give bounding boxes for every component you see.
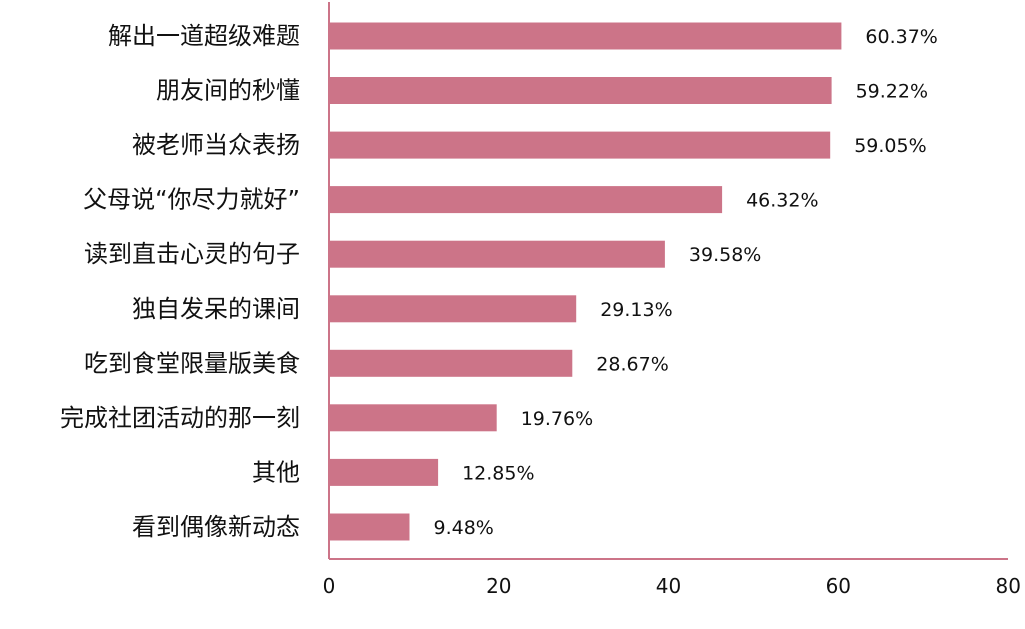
value-label: 9.48% — [434, 517, 494, 539]
bar — [329, 458, 439, 486]
value-label: 12.85% — [462, 462, 534, 484]
axes-group — [328, 2, 1008, 560]
bar — [329, 349, 573, 377]
bar — [329, 240, 665, 268]
value-label: 29.13% — [600, 299, 672, 321]
x-tick-labels-group: 0 20 40 60 80 — [323, 574, 1021, 598]
x-tick-label: 60 — [826, 574, 851, 598]
value-label: 19.76% — [521, 408, 593, 430]
x-tick-label: 0 — [323, 574, 336, 598]
category-label: 完成社团活动的那一刻 — [60, 404, 300, 432]
bar — [329, 295, 577, 323]
category-label: 其他 — [252, 458, 300, 486]
value-label: 59.22% — [856, 81, 928, 103]
bar — [329, 22, 842, 50]
value-label: 28.67% — [596, 353, 668, 375]
category-label: 看到偶像新动态 — [132, 513, 300, 541]
category-label: 被老师当众表扬 — [132, 131, 300, 159]
bar — [329, 131, 831, 159]
bar — [329, 186, 723, 214]
value-label: 59.05% — [854, 135, 926, 157]
bar — [329, 513, 410, 541]
value-label: 46.32% — [746, 190, 818, 212]
x-tick-label: 80 — [996, 574, 1021, 598]
category-label: 读到直击心灵的句子 — [84, 240, 300, 268]
value-label: 39.58% — [689, 244, 761, 266]
value-labels-group: 60.37% 59.22% 59.05% 46.32% 39.58% 29.13% 28.6… — [434, 26, 938, 539]
category-label: 父母说“你尽力就好” — [83, 186, 300, 214]
value-label: 60.37% — [865, 26, 937, 48]
category-label: 吃到食堂限量版美食 — [84, 349, 300, 377]
x-tick-label: 20 — [486, 574, 511, 598]
category-label: 解出一道超级难题 — [108, 22, 300, 50]
bars-group — [329, 22, 842, 541]
x-tick-label: 40 — [656, 574, 681, 598]
bar — [329, 404, 497, 432]
category-label: 朋友间的秒懂 — [156, 77, 300, 105]
bar — [329, 77, 832, 104]
category-label: 独自发呆的课间 — [132, 295, 300, 323]
